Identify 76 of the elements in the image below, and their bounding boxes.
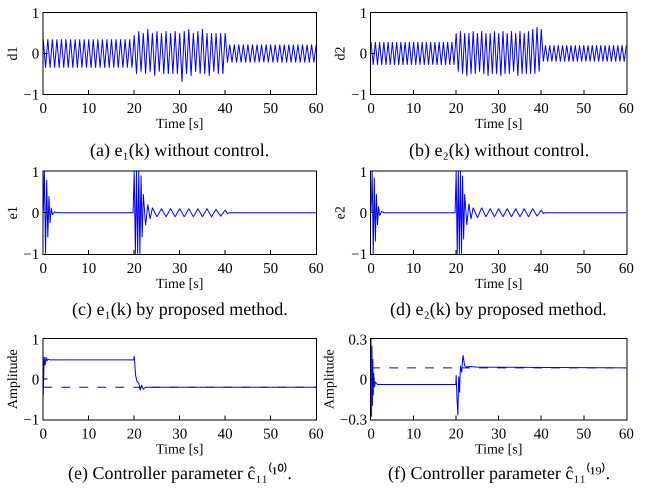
text: (a) e₁(k) without control. — [90, 140, 270, 160]
x-tick-label: 60 — [618, 260, 634, 277]
text: (c) e₁(k) by proposed method. — [72, 299, 288, 319]
x-tick-label: 10 — [406, 260, 422, 277]
line-series — [43, 172, 316, 254]
x-axis-title: Time [s] — [156, 117, 204, 132]
y-tick-label: 0 — [360, 46, 368, 63]
x-tick-label: 40 — [218, 101, 233, 118]
x-tick-label: 20 — [126, 101, 142, 118]
x-tick-label: 10 — [406, 101, 422, 118]
x-tick-label: 50 — [576, 101, 592, 118]
x-axis-title: Time [s] — [156, 442, 204, 458]
x-tick-label: 50 — [263, 260, 278, 277]
y-axis-title: Amplitude — [322, 349, 338, 410]
text: (b) e₂(k) without control. — [409, 140, 590, 160]
x-axis-title: Time [s] — [475, 117, 522, 132]
x-tick-label: 30 — [172, 260, 188, 277]
x-axis-title: Time [s] — [475, 442, 522, 458]
x-tick-label: 20 — [448, 101, 464, 118]
x-tick-label: 10 — [81, 426, 96, 442]
y-tick-label: 0 — [360, 372, 368, 388]
x-tick-label: 40 — [534, 426, 549, 442]
line-series — [371, 26, 626, 76]
x-tick-label: 10 — [406, 426, 422, 442]
y-tick-label: −1 — [23, 412, 40, 429]
y-tick-label: −0.3 — [340, 412, 368, 429]
y-axis-title: Amplitude — [6, 349, 21, 410]
y-tick-label: 0 — [32, 46, 40, 63]
y-tick-label: −1 — [351, 87, 368, 104]
x-tick-label: 30 — [491, 260, 506, 277]
x-tick-label: 10 — [81, 101, 96, 118]
x-tick-label: 40 — [218, 426, 233, 442]
x-tick-label: 30 — [172, 101, 188, 118]
x-tick-label: 20 — [448, 426, 464, 442]
y-tick-label: −1 — [23, 247, 40, 264]
y-axis-title: d2 — [334, 46, 349, 60]
x-tick-label: 30 — [491, 426, 506, 442]
x-tick-label: 50 — [576, 426, 592, 442]
x-tick-label: 20 — [126, 426, 142, 442]
y-tick-label: 1 — [32, 6, 40, 22]
y-tick-label: 1 — [32, 332, 40, 348]
text: (e) Controller parameter ĉ₁₁⁽¹⁰⁾. — [68, 462, 292, 483]
x-tick-label: 50 — [263, 101, 278, 118]
x-tick-label: 60 — [308, 260, 324, 277]
x-tick-label: 40 — [534, 101, 549, 118]
x-tick-label: 40 — [534, 260, 549, 277]
y-tick-label: 0 — [32, 372, 40, 388]
x-tick-label: 60 — [618, 426, 634, 442]
x-tick-label: 20 — [126, 260, 142, 277]
y-tick-label: 0.3 — [348, 332, 368, 348]
y-tick-label: −1 — [351, 247, 368, 264]
line-series — [371, 172, 626, 254]
y-axis-title: e1 — [6, 206, 21, 220]
x-tick-label: 50 — [576, 260, 592, 277]
x-tick-label: 40 — [218, 260, 233, 277]
x-axis-title: Time [s] — [156, 276, 204, 292]
x-tick-label: 50 — [263, 426, 278, 442]
x-tick-label: 60 — [618, 101, 634, 118]
x-tick-label: 60 — [308, 101, 324, 118]
text: (d) e₂(k) by proposed method. — [390, 299, 607, 319]
y-axis-title: d1 — [6, 46, 21, 60]
x-tick-label: 20 — [448, 260, 464, 277]
text: (f) Controller parameter ĉ₁₁⁽¹⁹⁾. — [388, 462, 610, 483]
y-tick-label: −1 — [23, 87, 40, 104]
y-tick-label: 1 — [32, 164, 40, 181]
y-tick-label: 1 — [360, 6, 368, 22]
x-axis-title: Time [s] — [475, 276, 522, 292]
y-tick-label: 0 — [360, 206, 368, 222]
line-series — [43, 28, 316, 82]
y-tick-label: 0 — [32, 206, 40, 222]
y-axis-title: e2 — [334, 206, 349, 220]
x-tick-label: 30 — [172, 426, 188, 442]
y-tick-label: 1 — [360, 164, 368, 181]
x-tick-label: 30 — [491, 101, 506, 118]
x-tick-label: 60 — [308, 426, 324, 442]
x-tick-label: 10 — [81, 260, 96, 277]
